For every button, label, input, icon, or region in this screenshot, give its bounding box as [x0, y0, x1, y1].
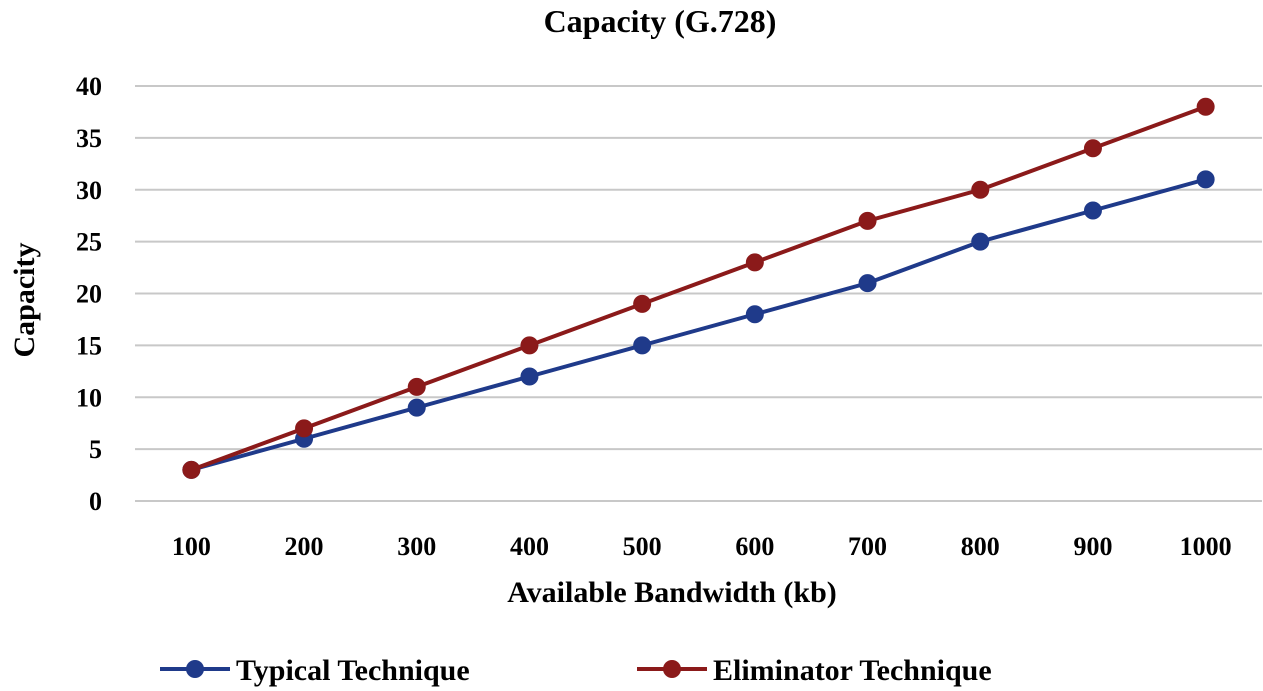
- y-tick-label: 30: [76, 176, 102, 205]
- data-point: [1083, 139, 1102, 158]
- legend-label: Typical Technique: [236, 654, 470, 687]
- data-point: [520, 336, 539, 355]
- y-tick-label: 40: [76, 72, 102, 101]
- x-tick-label: 1000: [1180, 532, 1232, 561]
- x-tick-label: 200: [285, 532, 324, 561]
- x-tick-label: 100: [172, 532, 211, 561]
- x-axis-title: Available Bandwidth (kb): [507, 576, 837, 609]
- series-typical-technique: [182, 170, 1215, 479]
- series-line: [190, 177, 1207, 472]
- x-tick-label: 600: [735, 532, 774, 561]
- data-point: [520, 367, 539, 386]
- y-tick-label: 0: [89, 487, 102, 516]
- data-point: [858, 274, 877, 293]
- data-point: [407, 398, 426, 417]
- y-tick-label: 20: [76, 280, 102, 309]
- data-point: [295, 419, 314, 438]
- data-point: [1083, 201, 1102, 220]
- data-point: [1196, 97, 1215, 116]
- y-tick-label: 15: [76, 331, 102, 360]
- x-tick-label: 300: [397, 532, 436, 561]
- data-point: [745, 305, 764, 324]
- data-point: [971, 180, 990, 199]
- legend-item: Eliminator Technique: [637, 654, 992, 687]
- legend: Typical Technique Eliminator Technique: [160, 654, 992, 687]
- x-axis-ticks: 100 200 300 400 500 600 700 800 900 1000: [172, 532, 1232, 561]
- data-point: [633, 294, 652, 313]
- legend-label: Eliminator Technique: [713, 654, 992, 687]
- y-axis-title: Capacity: [8, 243, 41, 358]
- series-line: [190, 104, 1207, 472]
- x-tick-label: 700: [848, 532, 887, 561]
- y-tick-label: 5: [89, 435, 102, 464]
- data-point: [745, 253, 764, 272]
- x-tick-label: 500: [623, 532, 662, 561]
- data-point: [1196, 170, 1215, 189]
- legend-marker: [663, 660, 681, 678]
- x-tick-label: 900: [1073, 532, 1112, 561]
- y-tick-label: 35: [76, 124, 102, 153]
- legend-marker: [186, 660, 204, 678]
- gridlines: [135, 85, 1262, 502]
- data-point: [633, 336, 652, 355]
- series-group: [182, 97, 1215, 479]
- x-tick-label: 800: [961, 532, 1000, 561]
- series-eliminator-technique: [182, 97, 1215, 479]
- x-tick-label: 400: [510, 532, 549, 561]
- chart-title: Capacity (G.728): [544, 3, 777, 39]
- y-tick-label: 10: [76, 383, 102, 412]
- data-point: [858, 211, 877, 230]
- y-tick-label: 25: [76, 228, 102, 257]
- data-point: [971, 232, 990, 251]
- y-axis-ticks: 0 5 10 15 20 25 30 35 40: [76, 72, 102, 516]
- legend-item: Typical Technique: [160, 654, 470, 687]
- data-point: [407, 377, 426, 396]
- data-point: [182, 460, 201, 479]
